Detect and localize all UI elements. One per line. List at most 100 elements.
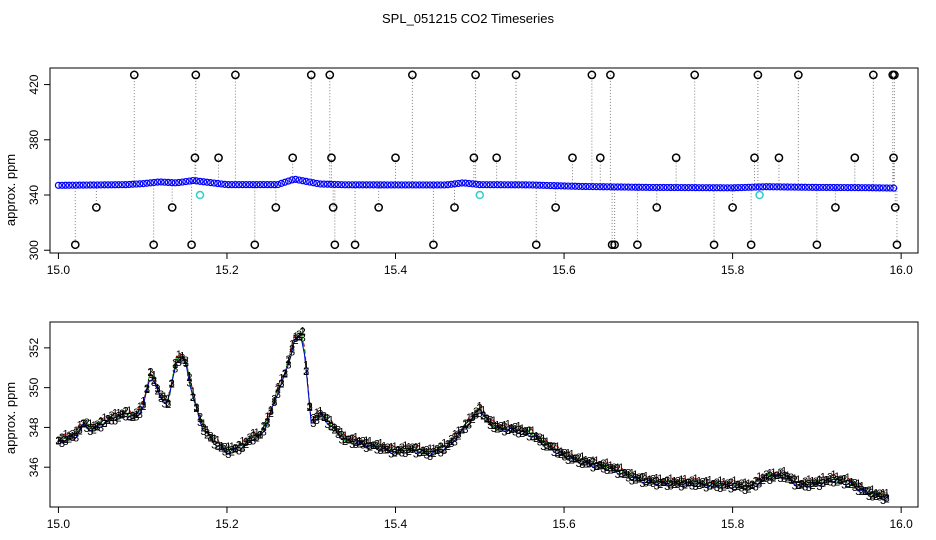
- series-marker-2: 2: [98, 417, 104, 429]
- series-marker-1: 1: [562, 450, 568, 462]
- series-marker-3: 3: [859, 485, 865, 497]
- series-point: [412, 181, 420, 189]
- series-marker-1: 1: [668, 473, 674, 485]
- series-marker-2: 2: [317, 410, 323, 422]
- series-marker-3: 3: [296, 332, 302, 344]
- series-marker-1: 1: [445, 438, 451, 450]
- series-marker-3: 3: [445, 439, 451, 451]
- series-marker-2: 2: [116, 412, 122, 424]
- series-point: [660, 183, 668, 192]
- series-marker-3: 3: [845, 479, 851, 491]
- series-point: [500, 181, 508, 189]
- series-marker-3: 3: [388, 449, 394, 461]
- outlier-point: [129, 70, 139, 80]
- series-marker-1: 1: [130, 410, 136, 422]
- series-marker-2: 2: [342, 436, 348, 448]
- series-marker-2: 2: [654, 475, 660, 487]
- series-marker-1: 1: [293, 331, 299, 343]
- series-marker-1: 1: [123, 405, 129, 417]
- series-marker-1: 1: [108, 412, 114, 424]
- series-marker-3: 3: [413, 448, 419, 460]
- series-marker-1: 1: [289, 339, 295, 351]
- series-marker-2: 2: [530, 431, 536, 443]
- top-ylabel: approx. ppm: [3, 154, 18, 226]
- series-marker-1: 1: [498, 422, 504, 434]
- series-marker-1: 1: [137, 401, 143, 413]
- series-marker-1: 1: [519, 423, 525, 435]
- series-point: [461, 179, 470, 187]
- outlier-point: [471, 70, 480, 80]
- series-marker-3: 3: [671, 477, 677, 489]
- series-marker-1: 1: [654, 472, 660, 484]
- series-marker-2: 2: [551, 441, 557, 453]
- series-marker-1: 1: [98, 416, 104, 428]
- series-point: [614, 183, 622, 191]
- bottom-marks: 15.0 15.2 15.4 15.6 15.8 16.03463483503521231…: [27, 325, 913, 531]
- series-point: [199, 178, 208, 186]
- series-marker-1: 1: [303, 360, 309, 372]
- series-marker-3: 3: [650, 478, 656, 490]
- series-marker-1: 1: [275, 382, 281, 394]
- series-marker-2: 2: [558, 449, 564, 461]
- series-marker-2: 2: [646, 477, 652, 489]
- series-marker-3: 3: [657, 477, 663, 489]
- series-point: [235, 181, 243, 189]
- series-marker-3: 3: [423, 449, 429, 461]
- series-marker-3: 3: [154, 384, 160, 396]
- series-marker-2: 2: [126, 411, 132, 423]
- series-marker-3: 3: [523, 427, 529, 439]
- series-marker-1: 1: [165, 393, 171, 405]
- series-marker-1: 1: [738, 480, 744, 492]
- series-marker-3: 3: [367, 441, 373, 453]
- series-marker-3: 3: [466, 420, 472, 432]
- series-marker-2: 2: [282, 368, 288, 380]
- series-point: [794, 183, 802, 191]
- series-marker-1: 1: [112, 407, 118, 419]
- series-marker-3: 3: [491, 423, 497, 435]
- series-marker-2: 2: [707, 481, 713, 493]
- series-marker-2: 2: [508, 424, 514, 436]
- series-marker-2: 2: [73, 427, 79, 439]
- series-marker-3: 3: [91, 422, 97, 434]
- series-point: [858, 184, 866, 192]
- series-point: [734, 184, 742, 192]
- series-marker-3: 3: [243, 437, 249, 449]
- series-marker-1: 1: [682, 473, 688, 485]
- series-marker-1: 1: [625, 469, 631, 481]
- series-marker-3: 3: [324, 419, 330, 431]
- series-point: [433, 181, 441, 189]
- series-marker-3: 3: [66, 431, 72, 443]
- series-point: [313, 179, 321, 188]
- series-marker-3: 3: [108, 415, 114, 427]
- series-point: [260, 181, 268, 189]
- series-point: [79, 181, 87, 189]
- outlier-point: [531, 240, 541, 250]
- series-marker-1: 1: [802, 478, 808, 490]
- series-point: [111, 181, 119, 189]
- series-marker-3: 3: [615, 469, 621, 481]
- series-marker-3: 3: [654, 480, 660, 492]
- outlier-point: [587, 70, 597, 80]
- series-marker-2: 2: [625, 467, 631, 479]
- series-marker-2: 2: [303, 366, 309, 378]
- series-marker-3: 3: [823, 474, 829, 486]
- series-marker-2: 2: [264, 417, 270, 429]
- series-marker-2: 2: [572, 453, 578, 465]
- series-marker-2: 2: [735, 481, 741, 493]
- series-marker-1: 1: [753, 476, 759, 488]
- series-marker-3: 3: [208, 433, 214, 445]
- series-marker-2: 2: [515, 425, 521, 437]
- series-marker-2: 2: [477, 403, 483, 415]
- series-marker-3: 3: [692, 481, 698, 493]
- y-tick-label: 300: [27, 240, 41, 260]
- outlier-point: [191, 70, 201, 80]
- series-marker-2: 2: [689, 475, 695, 487]
- series-marker-3: 3: [537, 436, 543, 448]
- series-marker-1: 1: [576, 453, 582, 465]
- series-point: [65, 181, 73, 189]
- series-point: [844, 183, 852, 192]
- series-marker-2: 2: [639, 472, 645, 484]
- x-tick-label: 15.2: [215, 517, 239, 531]
- series-marker-3: 3: [94, 421, 100, 433]
- series-marker-2: 2: [328, 421, 334, 433]
